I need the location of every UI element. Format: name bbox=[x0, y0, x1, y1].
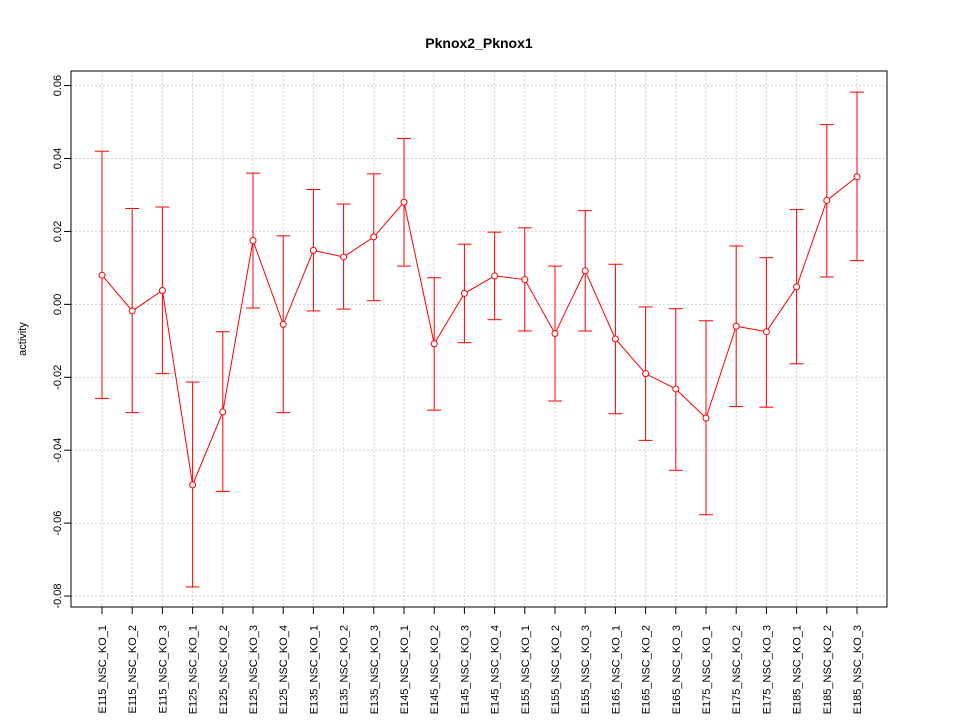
data-point bbox=[672, 385, 680, 393]
x-tick-label: E185_NSC_KO_1 bbox=[792, 625, 804, 714]
x-tick-label: E145_NSC_KO_3 bbox=[459, 625, 471, 714]
x-tick-label: E175_NSC_KO_3 bbox=[761, 625, 773, 714]
grid bbox=[71, 71, 887, 607]
y-tick-label: 0.00 bbox=[52, 294, 64, 315]
data-point bbox=[551, 330, 559, 338]
data-point bbox=[460, 289, 468, 297]
y-axis-label: activity bbox=[17, 322, 29, 356]
y-axis: -0.08 -0.06 -0.04 -0.02 0.00 0.02 0.04 0.06 bbox=[52, 75, 72, 609]
x-tick-label: E175_NSC_KO_2 bbox=[731, 625, 743, 714]
x-tick-label: E145_NSC_KO_2 bbox=[429, 625, 441, 714]
x-tick-label: E155_NSC_KO_2 bbox=[550, 625, 562, 714]
x-tick-label: E165_NSC_KO_1 bbox=[610, 625, 622, 714]
data-point bbox=[340, 253, 348, 261]
x-tick-label: E125_NSC_KO_4 bbox=[278, 625, 290, 714]
x-tick-label: E185_NSC_KO_3 bbox=[852, 625, 864, 714]
data-point bbox=[430, 340, 438, 348]
y-tick-label: 0.02 bbox=[52, 221, 64, 242]
data-point bbox=[400, 198, 408, 206]
data-point bbox=[98, 271, 106, 279]
x-tick-label: E145_NSC_KO_1 bbox=[399, 625, 411, 714]
y-tick-label: -0.08 bbox=[52, 584, 64, 609]
data-point bbox=[491, 272, 499, 280]
data-point bbox=[158, 287, 166, 295]
data-point bbox=[189, 481, 197, 489]
data-point bbox=[370, 233, 378, 241]
x-tick-label: E115_NSC_KO_2 bbox=[127, 625, 139, 713]
data-point bbox=[581, 267, 589, 275]
series-line bbox=[101, 176, 858, 487]
y-tick-label: -0.02 bbox=[52, 365, 64, 390]
x-tick-label: E135_NSC_KO_3 bbox=[369, 625, 381, 714]
x-tick-label: E135_NSC_KO_1 bbox=[308, 625, 320, 714]
data-point bbox=[853, 173, 861, 181]
data-point bbox=[732, 322, 740, 330]
data-point bbox=[793, 283, 801, 291]
x-tick-label: E125_NSC_KO_3 bbox=[248, 625, 260, 714]
x-tick-label: E165_NSC_KO_2 bbox=[641, 625, 653, 714]
data-point bbox=[762, 328, 770, 336]
y-tick-label: -0.06 bbox=[52, 511, 64, 536]
x-axis: E115_NSC_KO_1 E115_NSC_KO_2 E115_NSC_KO_3 E… bbox=[97, 606, 864, 714]
x-tick-label: E155_NSC_KO_3 bbox=[580, 625, 592, 714]
x-tick-label: E145_NSC_KO_4 bbox=[490, 625, 502, 714]
data-point bbox=[702, 414, 710, 422]
y-tick-label: 0.06 bbox=[52, 75, 64, 96]
error-bars bbox=[95, 91, 864, 588]
x-tick-label: E155_NSC_KO_1 bbox=[520, 625, 532, 714]
y-tick-label: -0.04 bbox=[52, 438, 64, 463]
series-polyline bbox=[101, 176, 858, 487]
data-point bbox=[249, 237, 257, 245]
x-tick-label: E185_NSC_KO_2 bbox=[822, 625, 834, 714]
plot-area-border bbox=[70, 70, 888, 608]
x-tick-label: E165_NSC_KO_3 bbox=[671, 625, 683, 714]
x-tick-label: E135_NSC_KO_2 bbox=[339, 625, 351, 714]
x-tick-label: E125_NSC_KO_2 bbox=[218, 625, 230, 714]
data-point bbox=[642, 370, 650, 378]
data-point bbox=[521, 276, 529, 284]
x-tick-label: E125_NSC_KO_1 bbox=[188, 625, 200, 714]
chart-title: Pknox2_Pknox1 bbox=[425, 35, 533, 51]
data-point bbox=[128, 307, 136, 315]
data-point bbox=[611, 335, 619, 343]
data-point bbox=[309, 246, 317, 254]
data-point bbox=[279, 320, 287, 328]
x-tick-label: E115_NSC_KO_1 bbox=[97, 625, 109, 713]
x-tick-label: E115_NSC_KO_3 bbox=[157, 625, 169, 713]
data-point bbox=[823, 196, 831, 204]
y-tick-label: 0.04 bbox=[52, 148, 64, 169]
data-point bbox=[219, 408, 227, 416]
x-tick-label: E175_NSC_KO_1 bbox=[701, 625, 713, 714]
data-points bbox=[98, 173, 861, 489]
